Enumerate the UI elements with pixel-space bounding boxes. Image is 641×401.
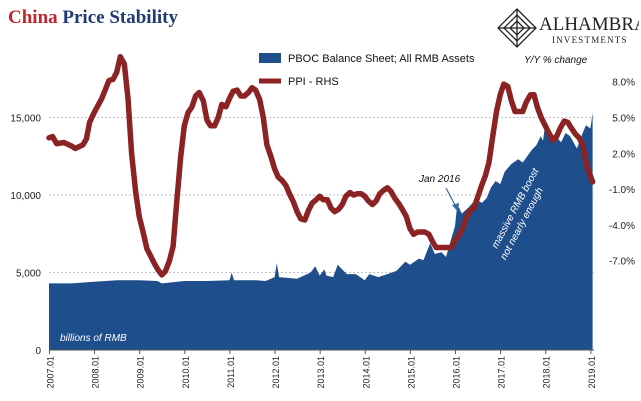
legend-label-balance: PBOC Balance Sheet; All RMB Assets (288, 53, 475, 65)
x-tick-label: 2012.01 (271, 356, 281, 389)
legend: PBOC Balance Sheet; All RMB Assets PPI -… (259, 53, 475, 88)
balance-area-layer (49, 112, 593, 350)
y-tick-label: 10,000 (10, 191, 41, 202)
chart-title-part1: China (8, 7, 58, 28)
x-tick-label: 2008.01 (91, 356, 101, 389)
logo-name: ALHAMBRA (539, 14, 639, 35)
x-tick-label: 2015.01 (406, 356, 416, 389)
x-tick-label: 2014.01 (361, 356, 371, 389)
y2-tick-label: -4.0% (609, 221, 635, 232)
y-axis-right: -7.0% -4.0% -1.0% 2.0% 5.0% 8.0% (609, 78, 635, 268)
y-tick-label: 5,000 (16, 269, 41, 280)
chart-title: China Price Stability (8, 7, 178, 29)
alhambra-logo: ALHAMBRA INVESTMENTS (497, 8, 639, 48)
diamond-emblem-icon (497, 8, 537, 48)
annotation-arrow (445, 187, 459, 212)
ppi-line (46, 53, 596, 278)
y-axis-left: 0 5,000 10,000 15,000 (10, 114, 41, 358)
right-axis-label: Y/Y % change (524, 55, 588, 66)
y2-tick-label: -1.0% (609, 185, 635, 196)
y-tick-label: 15,000 (10, 114, 41, 125)
x-tick-label: 2016.01 (451, 356, 461, 389)
left-axis-unit-label: billions of RMB (60, 333, 127, 344)
x-tick-label: 2011.01 (226, 356, 236, 388)
y2-tick-label: 8.0% (612, 78, 635, 89)
x-axis: 2007.01 2008.01 2009.01 2010.01 2011.01 2012.… (45, 350, 597, 389)
y2-tick-label: 2.0% (612, 149, 635, 160)
x-tick-label: 2019.01 (587, 356, 597, 389)
x-tick-label: 2007.01 (45, 356, 55, 389)
ppi-line-layer (46, 53, 596, 278)
x-tick-label: 2013.01 (316, 356, 326, 389)
annotation-jan-2016: Jan 2016 (418, 174, 461, 185)
y-tick-label: 0 (35, 346, 41, 357)
balance-sheet-area (49, 112, 593, 350)
legend-label-ppi: PPI - RHS (288, 76, 339, 88)
chart-title-part2: Price Stability (62, 7, 178, 28)
x-tick-label: 2017.01 (497, 356, 507, 389)
x-tick-label: 2010.01 (181, 356, 191, 389)
x-tick-label: 2018.01 (542, 356, 552, 389)
legend-swatch-balance (259, 53, 281, 63)
y2-tick-label: 5.0% (612, 114, 635, 125)
x-tick-label: 2009.01 (136, 356, 146, 389)
y2-tick-label: -7.0% (609, 257, 635, 268)
logo-sub: INVESTMENTS (552, 35, 628, 45)
